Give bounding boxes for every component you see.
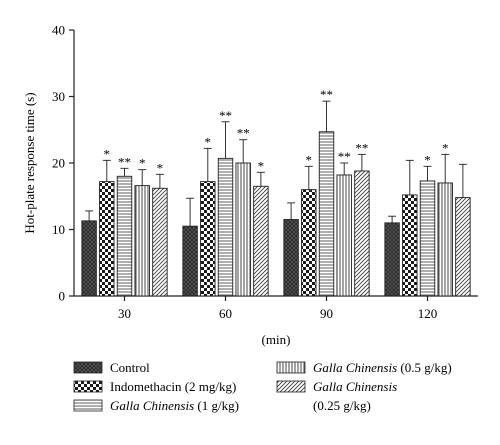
error-bars (85, 100, 467, 227)
significance-marker: * (104, 146, 111, 161)
significance-marker: ** (338, 149, 351, 164)
legend-item-galla-0-25: Galla Chinensis (0.25 g/kg) (276, 379, 397, 413)
y-axis-title: Hot-plate response time (s) (22, 92, 37, 233)
bar (182, 225, 198, 297)
significance-marker: ** (320, 87, 333, 102)
bar (99, 181, 115, 297)
y-tick-label: 0 (59, 289, 66, 304)
significance-marker: * (157, 160, 164, 175)
x-tick-label: 120 (418, 306, 438, 321)
x-axis-title: (min) (262, 332, 291, 347)
x-tick-label: 30 (118, 306, 131, 321)
bar (437, 182, 453, 297)
bar (301, 189, 317, 297)
significance-marker: * (306, 152, 313, 167)
significance-marker: * (424, 152, 431, 167)
legend-item-control: Control (73, 360, 150, 375)
y-ticks: 0 10 20 30 40 (52, 23, 74, 304)
legend: Control Indomethacin (2 mg/kg) Galla Chi… (73, 360, 452, 413)
y-tick-label: 40 (52, 23, 65, 38)
legend-item-indomethacin: Indomethacin (2 mg/kg) (73, 379, 236, 394)
legend-label-indomethacin: Indomethacin (2 mg/kg) (110, 379, 236, 394)
legend-label-galla-0-5: Galla Chinensis (0.5 g/kg) (313, 360, 452, 375)
significance-marker: * (205, 134, 212, 149)
y-tick-label: 20 (52, 156, 65, 171)
x-tick-label: 90 (320, 306, 333, 321)
legend-label-control: Control (110, 360, 150, 375)
legend-item-galla-0-5: Galla Chinensis (0.5 g/kg) (276, 360, 452, 375)
bar (283, 219, 299, 297)
legend-label-galla-0-25-dose: (0.25 g/kg) (313, 398, 371, 413)
bar (217, 157, 234, 297)
bar (152, 187, 168, 297)
legend-swatch-galla-0-5 (276, 361, 306, 374)
significance-marker: * (139, 156, 146, 171)
legend-swatch-control (73, 361, 103, 374)
legend-label-galla-1: Galla Chinensis (1 g/kg) (110, 398, 239, 413)
significance-markers: *** * ******* ********* (104, 87, 449, 175)
bar (235, 162, 251, 297)
bar (116, 175, 133, 297)
bar (354, 170, 370, 297)
bar (134, 185, 150, 297)
significance-marker: * (258, 158, 265, 173)
bar (200, 181, 216, 297)
bar (419, 180, 436, 297)
legend-swatch-indomethacin (73, 380, 103, 393)
legend-swatch-galla-0-25 (276, 380, 306, 393)
bar (253, 185, 269, 297)
legend-swatch-galla-1 (73, 399, 103, 412)
significance-marker: ** (118, 154, 131, 169)
bars (81, 131, 471, 297)
y-tick-label: 30 (52, 89, 65, 104)
bar (402, 194, 418, 297)
bar (384, 222, 400, 297)
x-tick-label: 60 (219, 306, 232, 321)
significance-marker: * (442, 140, 449, 155)
legend-label-galla-0-25: Galla Chinensis (313, 379, 397, 394)
x-ticks: 30 60 90 120 (118, 296, 437, 321)
significance-marker: ** (355, 140, 368, 155)
y-tick-label: 10 (52, 222, 65, 237)
significance-marker: ** (237, 126, 250, 141)
significance-marker: ** (219, 108, 232, 123)
bar (81, 220, 97, 297)
bar (336, 174, 352, 297)
legend-item-galla-1: Galla Chinensis (1 g/kg) (73, 398, 239, 413)
bar (318, 131, 335, 297)
bar (455, 197, 471, 297)
